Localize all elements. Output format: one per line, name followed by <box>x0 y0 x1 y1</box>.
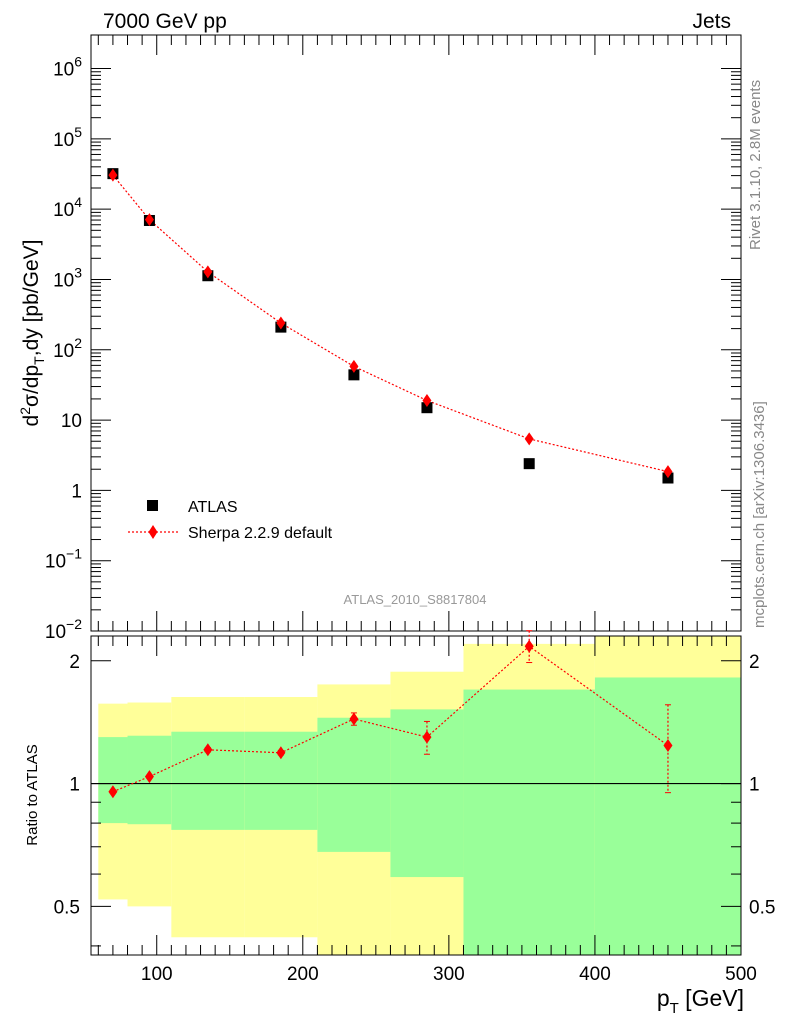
ratio-y-axis-label: Ratio to ATLAS <box>24 744 41 845</box>
legend-sherpa-label: Sherpa 2.2.9 default <box>188 525 333 542</box>
sherpa-point-6 <box>524 432 534 446</box>
ratio-point-7 <box>663 738 673 752</box>
top-y-tick-label-3: 10 <box>61 411 82 432</box>
stat-band-4 <box>317 717 391 852</box>
top-sherpa-line <box>112 174 669 473</box>
x-tick-label-1: 200 <box>287 964 319 985</box>
data-marks <box>91 168 741 799</box>
ratio-y-tick-label-right-1: 1 <box>749 775 760 796</box>
ratio-sherpa-line <box>112 645 669 793</box>
top-y-tick-label-1: 10−1 <box>45 546 82 573</box>
top-y-tick-label-5: 103 <box>53 264 82 291</box>
top-y-tick-label-4: 102 <box>53 335 82 362</box>
header-right: Jets <box>692 10 731 33</box>
ratio-uncertainty-bands <box>98 636 741 955</box>
x-tick-label-4: 500 <box>725 964 757 985</box>
x-axis-label: pT [GeV] <box>657 985 744 1017</box>
atlas-point-6 <box>523 458 535 470</box>
sherpa-point-5 <box>422 393 432 407</box>
bottom-frame <box>90 635 742 956</box>
top-y-tick-label-6: 104 <box>53 194 82 221</box>
ratio-point-3 <box>276 746 286 760</box>
sherpa-point-7 <box>663 465 673 479</box>
top-y-tick-label-0: 10−2 <box>45 616 82 643</box>
x-tick-label-0: 100 <box>141 964 173 985</box>
top-y-axis-label: d2σ/dpT,dy [pb/GeV] <box>17 240 47 427</box>
sherpa-point-4 <box>349 359 359 373</box>
axis-tick-labels: 10−2 10−1 1 10 102 103 104 105 106 0.5 0.5 1 1 2 2 100 2… <box>45 54 776 985</box>
legend: ATLAS Sherpa 2.2.9 default <box>128 499 333 542</box>
top-frame <box>90 34 742 632</box>
legend-atlas-label: ATLAS <box>188 499 238 516</box>
ratio-point-0 <box>108 785 118 799</box>
legend-atlas-marker <box>147 500 158 511</box>
sherpa-point-2 <box>203 265 213 279</box>
atlas-point-5 <box>421 402 433 414</box>
ratio-y-tick-label-left-0: 0.5 <box>54 897 80 918</box>
analysis-label: ATLAS_2010_S8817804 <box>344 592 487 607</box>
sherpa-point-0 <box>108 168 118 182</box>
x-tick-label-3: 400 <box>579 964 611 985</box>
ratio-y-tick-label-right-2: 2 <box>749 652 760 673</box>
ratio-point-6 <box>524 639 534 653</box>
ratio-point-5 <box>422 730 432 744</box>
mcplots-label: mcplots.cern.ch [arXiv:1306.3436] <box>751 401 768 628</box>
top-y-tick-label-2: 1 <box>71 481 82 502</box>
ratio-point-1 <box>144 770 154 784</box>
top-y-tick-label-8: 106 <box>53 54 82 81</box>
sherpa-point-3 <box>276 316 286 330</box>
ratio-point-4 <box>349 712 359 726</box>
header-left: 7000 GeV pp <box>103 10 227 33</box>
legend-sherpa-marker <box>148 525 158 539</box>
x-tick-label-2: 300 <box>433 964 465 985</box>
rivet-label: Rivet 3.1.10, 2.8M events <box>747 80 764 250</box>
ratio-y-tick-label-left-1: 1 <box>69 775 80 796</box>
ratio-y-tick-label-right-0: 0.5 <box>749 897 775 918</box>
sherpa-point-1 <box>144 213 154 227</box>
top-y-tick-label-7: 105 <box>53 124 82 151</box>
ratio-point-2 <box>203 743 213 757</box>
stat-band-7 <box>594 677 741 955</box>
stat-band-6 <box>463 689 595 955</box>
atlas-point-4 <box>348 369 360 381</box>
stat-band-0 <box>98 737 128 824</box>
ratio-y-tick-label-left-2: 2 <box>69 652 80 673</box>
